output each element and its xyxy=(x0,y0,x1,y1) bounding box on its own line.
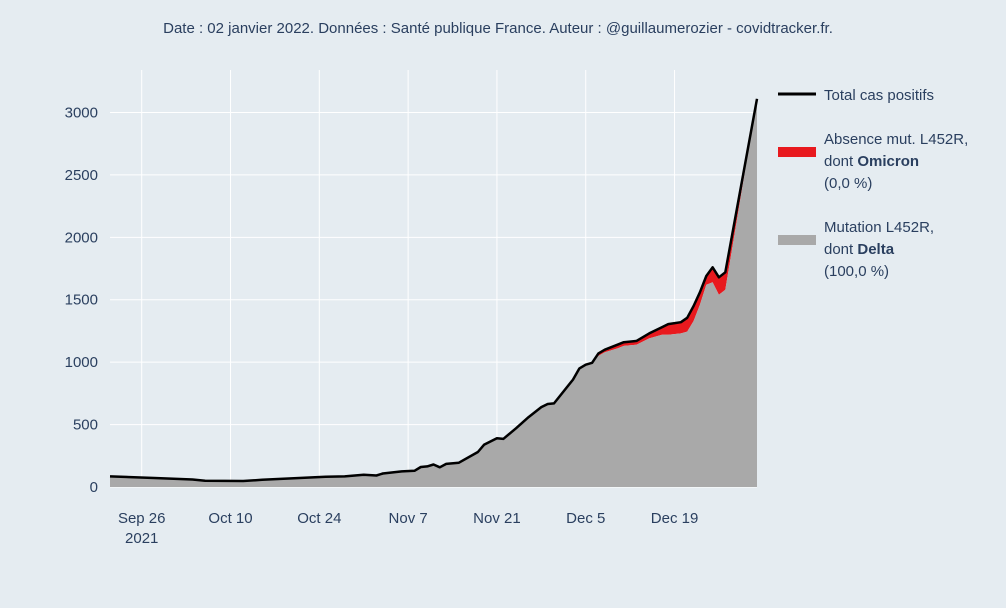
x-tick-label: Oct 10 xyxy=(208,510,252,527)
y-axis-ticks: 0 500 1000 1500 2000 2500 3000 xyxy=(65,104,98,496)
y-tick-label: 0 xyxy=(90,479,98,496)
x-tick-label: Nov 21 xyxy=(473,510,521,527)
legend-label: dont Delta xyxy=(824,241,895,258)
total-cases-line xyxy=(109,98,759,483)
x-tick-label: Sep 26 xyxy=(118,510,166,527)
legend-item: Total cas positifs xyxy=(778,87,934,104)
y-tick-label: 3000 xyxy=(65,104,98,121)
y-tick-label: 2500 xyxy=(65,167,98,184)
legend-label: Mutation L452R, xyxy=(824,219,934,236)
legend-item: Mutation L452R, dont Delta (100,0 %) xyxy=(778,219,934,280)
x-tick-label: Oct 24 xyxy=(297,510,341,527)
y-tick-label: 2000 xyxy=(65,229,98,246)
x-tick-label: Dec 5 xyxy=(566,510,605,527)
legend-swatch-box xyxy=(778,147,816,157)
delta-area xyxy=(110,98,757,488)
y-tick-label: 1000 xyxy=(65,354,98,371)
legend-swatch-box xyxy=(778,235,816,245)
legend-item: Absence mut. L452R, dont Omicron (0,0 %) xyxy=(778,131,968,192)
y-tick-label: 500 xyxy=(73,417,98,434)
area-layer xyxy=(110,98,757,488)
x-tick-label: Dec 19 xyxy=(651,510,699,527)
chart-subtitle: Date : 02 janvier 2022. Données : Santé … xyxy=(163,20,833,37)
legend-label: Absence mut. L452R, xyxy=(824,131,968,148)
legend-label: (100,0 %) xyxy=(824,263,889,280)
legend: Total cas positifs Absence mut. L452R, don… xyxy=(778,87,968,280)
x-tick-sublabel: 2021 xyxy=(125,530,158,547)
y-tick-label: 1500 xyxy=(65,292,98,309)
line-layer xyxy=(109,98,759,483)
legend-label: (0,0 %) xyxy=(824,175,872,192)
legend-label: Total cas positifs xyxy=(824,87,934,104)
x-tick-label: Nov 7 xyxy=(389,510,428,527)
x-axis-ticks: Sep 26 2021 Oct 10 Oct 24 Nov 7 Nov 21 Dec 5 De… xyxy=(118,510,698,547)
legend-label: dont Omicron xyxy=(824,153,919,170)
